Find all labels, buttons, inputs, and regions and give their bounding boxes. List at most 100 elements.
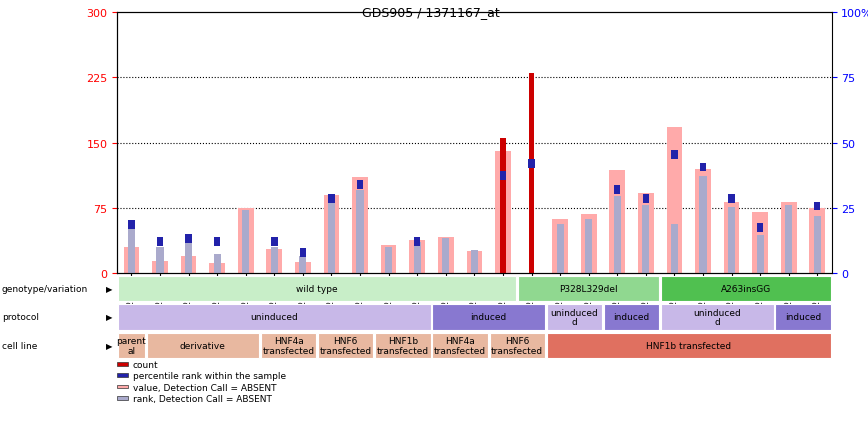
Text: ▶: ▶ bbox=[106, 342, 112, 350]
Text: cell line: cell line bbox=[2, 342, 37, 350]
Bar bbox=[324, 195, 339, 273]
Bar bbox=[328, 194, 335, 203]
Bar bbox=[432, 333, 488, 358]
Bar bbox=[757, 224, 763, 233]
Bar bbox=[500, 172, 506, 181]
Bar bbox=[152, 261, 168, 273]
Bar bbox=[529, 74, 534, 273]
Bar bbox=[667, 128, 682, 273]
Bar bbox=[695, 169, 711, 273]
Text: induced: induced bbox=[614, 313, 649, 322]
Bar bbox=[438, 237, 454, 273]
Text: induced: induced bbox=[785, 313, 821, 322]
Bar bbox=[123, 247, 140, 273]
Bar bbox=[585, 220, 592, 273]
Bar bbox=[242, 211, 249, 273]
Bar bbox=[781, 202, 797, 273]
Bar bbox=[181, 256, 196, 273]
Text: count: count bbox=[133, 360, 159, 369]
Bar bbox=[529, 160, 535, 168]
Bar bbox=[209, 263, 225, 273]
Bar bbox=[299, 248, 306, 257]
Bar bbox=[547, 305, 602, 330]
Bar bbox=[357, 191, 364, 273]
Bar bbox=[214, 238, 220, 247]
Bar bbox=[214, 254, 220, 273]
Bar bbox=[753, 213, 768, 273]
Bar bbox=[128, 228, 135, 273]
Text: value, Detection Call = ABSENT: value, Detection Call = ABSENT bbox=[133, 383, 276, 391]
Text: genotype/variation: genotype/variation bbox=[2, 284, 88, 293]
Bar bbox=[490, 333, 545, 358]
Bar bbox=[295, 262, 311, 273]
Text: wild type: wild type bbox=[296, 284, 338, 293]
Text: parent
al: parent al bbox=[116, 337, 147, 355]
Text: rank, Detection Call = ABSENT: rank, Detection Call = ABSENT bbox=[133, 394, 272, 403]
Text: HNF4a
transfected: HNF4a transfected bbox=[434, 337, 486, 355]
Bar bbox=[556, 225, 563, 273]
Bar bbox=[414, 238, 420, 247]
Bar bbox=[186, 234, 192, 243]
Bar bbox=[238, 208, 253, 273]
Text: HNF1b
transfected: HNF1b transfected bbox=[377, 337, 429, 355]
Bar bbox=[671, 151, 678, 160]
Bar bbox=[813, 216, 821, 273]
Bar bbox=[814, 202, 820, 211]
Bar bbox=[809, 208, 825, 273]
Bar bbox=[147, 333, 260, 358]
Bar bbox=[609, 171, 625, 273]
Bar bbox=[757, 235, 764, 273]
Bar bbox=[410, 240, 425, 273]
Bar bbox=[786, 206, 792, 273]
Bar bbox=[414, 242, 421, 273]
Bar bbox=[299, 256, 306, 273]
Text: HNF6
transfected: HNF6 transfected bbox=[319, 337, 372, 355]
Bar bbox=[495, 152, 510, 273]
Bar bbox=[614, 197, 621, 273]
Bar bbox=[500, 139, 505, 273]
Text: P328L329del: P328L329del bbox=[559, 284, 618, 293]
Text: uninduced: uninduced bbox=[251, 313, 299, 322]
Bar bbox=[156, 247, 163, 273]
Bar bbox=[266, 249, 282, 273]
Bar bbox=[638, 194, 654, 273]
Bar bbox=[328, 204, 335, 273]
Bar bbox=[547, 333, 831, 358]
Bar bbox=[118, 276, 516, 301]
Bar bbox=[642, 194, 649, 203]
Text: ▶: ▶ bbox=[106, 313, 112, 322]
Bar bbox=[728, 194, 734, 203]
Bar bbox=[375, 333, 431, 358]
Bar bbox=[470, 251, 478, 273]
Bar bbox=[671, 225, 678, 273]
Bar bbox=[642, 206, 649, 273]
Bar bbox=[118, 305, 431, 330]
Bar bbox=[700, 163, 707, 172]
Bar bbox=[661, 276, 831, 301]
Bar bbox=[271, 247, 278, 273]
Text: protocol: protocol bbox=[2, 313, 39, 322]
Bar bbox=[157, 238, 163, 247]
Text: GDS905 / 1371167_at: GDS905 / 1371167_at bbox=[362, 7, 500, 20]
Text: A263insGG: A263insGG bbox=[720, 284, 771, 293]
Text: uninduced
d: uninduced d bbox=[550, 308, 598, 326]
Bar bbox=[518, 276, 659, 301]
Bar bbox=[128, 220, 135, 229]
Bar bbox=[261, 333, 316, 358]
Text: ▶: ▶ bbox=[106, 284, 112, 293]
Text: HNF4a
transfected: HNF4a transfected bbox=[262, 337, 315, 355]
Bar bbox=[775, 305, 831, 330]
Text: uninduced
d: uninduced d bbox=[694, 308, 741, 326]
Bar bbox=[318, 333, 373, 358]
Text: derivative: derivative bbox=[180, 342, 226, 350]
Bar bbox=[700, 176, 707, 273]
Bar bbox=[271, 238, 278, 247]
Bar bbox=[581, 214, 596, 273]
Bar bbox=[466, 252, 483, 273]
Text: percentile rank within the sample: percentile rank within the sample bbox=[133, 372, 286, 380]
Bar bbox=[728, 207, 735, 273]
Bar bbox=[118, 333, 145, 358]
Bar bbox=[357, 181, 364, 189]
Text: induced: induced bbox=[470, 313, 507, 322]
Bar bbox=[352, 178, 368, 273]
